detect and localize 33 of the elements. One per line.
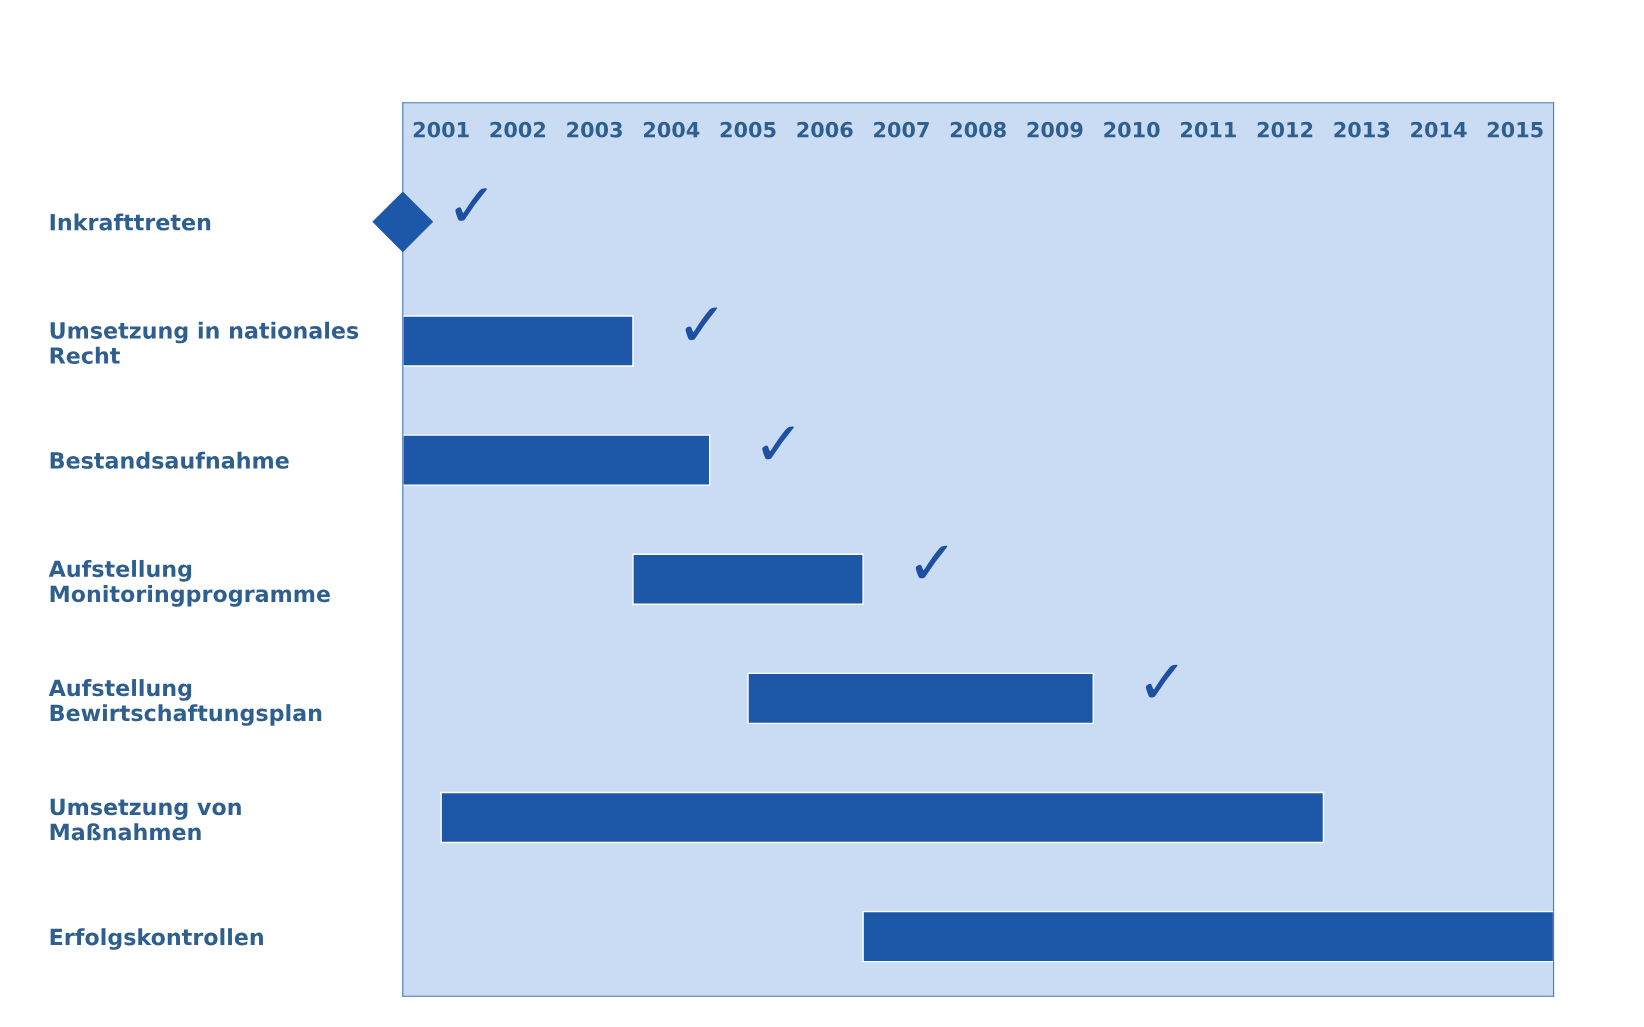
- x-tick-label: 2003: [567, 121, 622, 138]
- x-tick-label: 2013: [1334, 121, 1390, 138]
- x-tick-label: 2002: [490, 121, 546, 138]
- annotation: ✓: [455, 188, 488, 221]
- x-tick-label: 2001: [413, 121, 469, 138]
- annotation: ✓: [762, 426, 794, 460]
- annotation: ✓: [1145, 664, 1178, 698]
- annotation: ✓: [915, 545, 948, 579]
- y-tick-label: Umsetzung in nationales Recht: [50, 321, 359, 364]
- x-tick-label: 2007: [874, 121, 929, 138]
- bar: [402, 315, 634, 367]
- bar: [862, 910, 1554, 963]
- bar: [632, 553, 864, 605]
- x-tick-label: 2010: [1104, 121, 1160, 138]
- y-tick-label: Erfolgskontrollen: [50, 928, 263, 950]
- bar: [747, 672, 1094, 725]
- x-tick-label: 2005: [720, 121, 776, 138]
- x-tick-label: 2004: [643, 121, 700, 138]
- bar: [402, 434, 711, 486]
- x-tick-label: 2012: [1257, 121, 1313, 138]
- x-tick-label: 2011: [1181, 121, 1236, 138]
- y-tick-label: Aufstellung Monitoringprogramme: [48, 559, 330, 607]
- x-tick-label: 2009: [1027, 121, 1083, 138]
- y-tick-label: Umsetzung von Maßnahmen: [50, 798, 241, 841]
- bar: [440, 791, 1325, 844]
- x-tick-label: 2006: [797, 121, 853, 138]
- y-tick-label: Inkrafttreten: [50, 213, 211, 231]
- y-tick-label: Aufstellung Bewirtschaftungsplan: [48, 679, 322, 726]
- x-tick-label: 2008: [950, 121, 1006, 138]
- x-tick-label: 2015: [1487, 121, 1543, 138]
- x-tick-label: 2014: [1411, 121, 1467, 138]
- y-tick-label: Bestandsaufnahme: [50, 451, 289, 469]
- annotation: ✓: [685, 307, 718, 340]
